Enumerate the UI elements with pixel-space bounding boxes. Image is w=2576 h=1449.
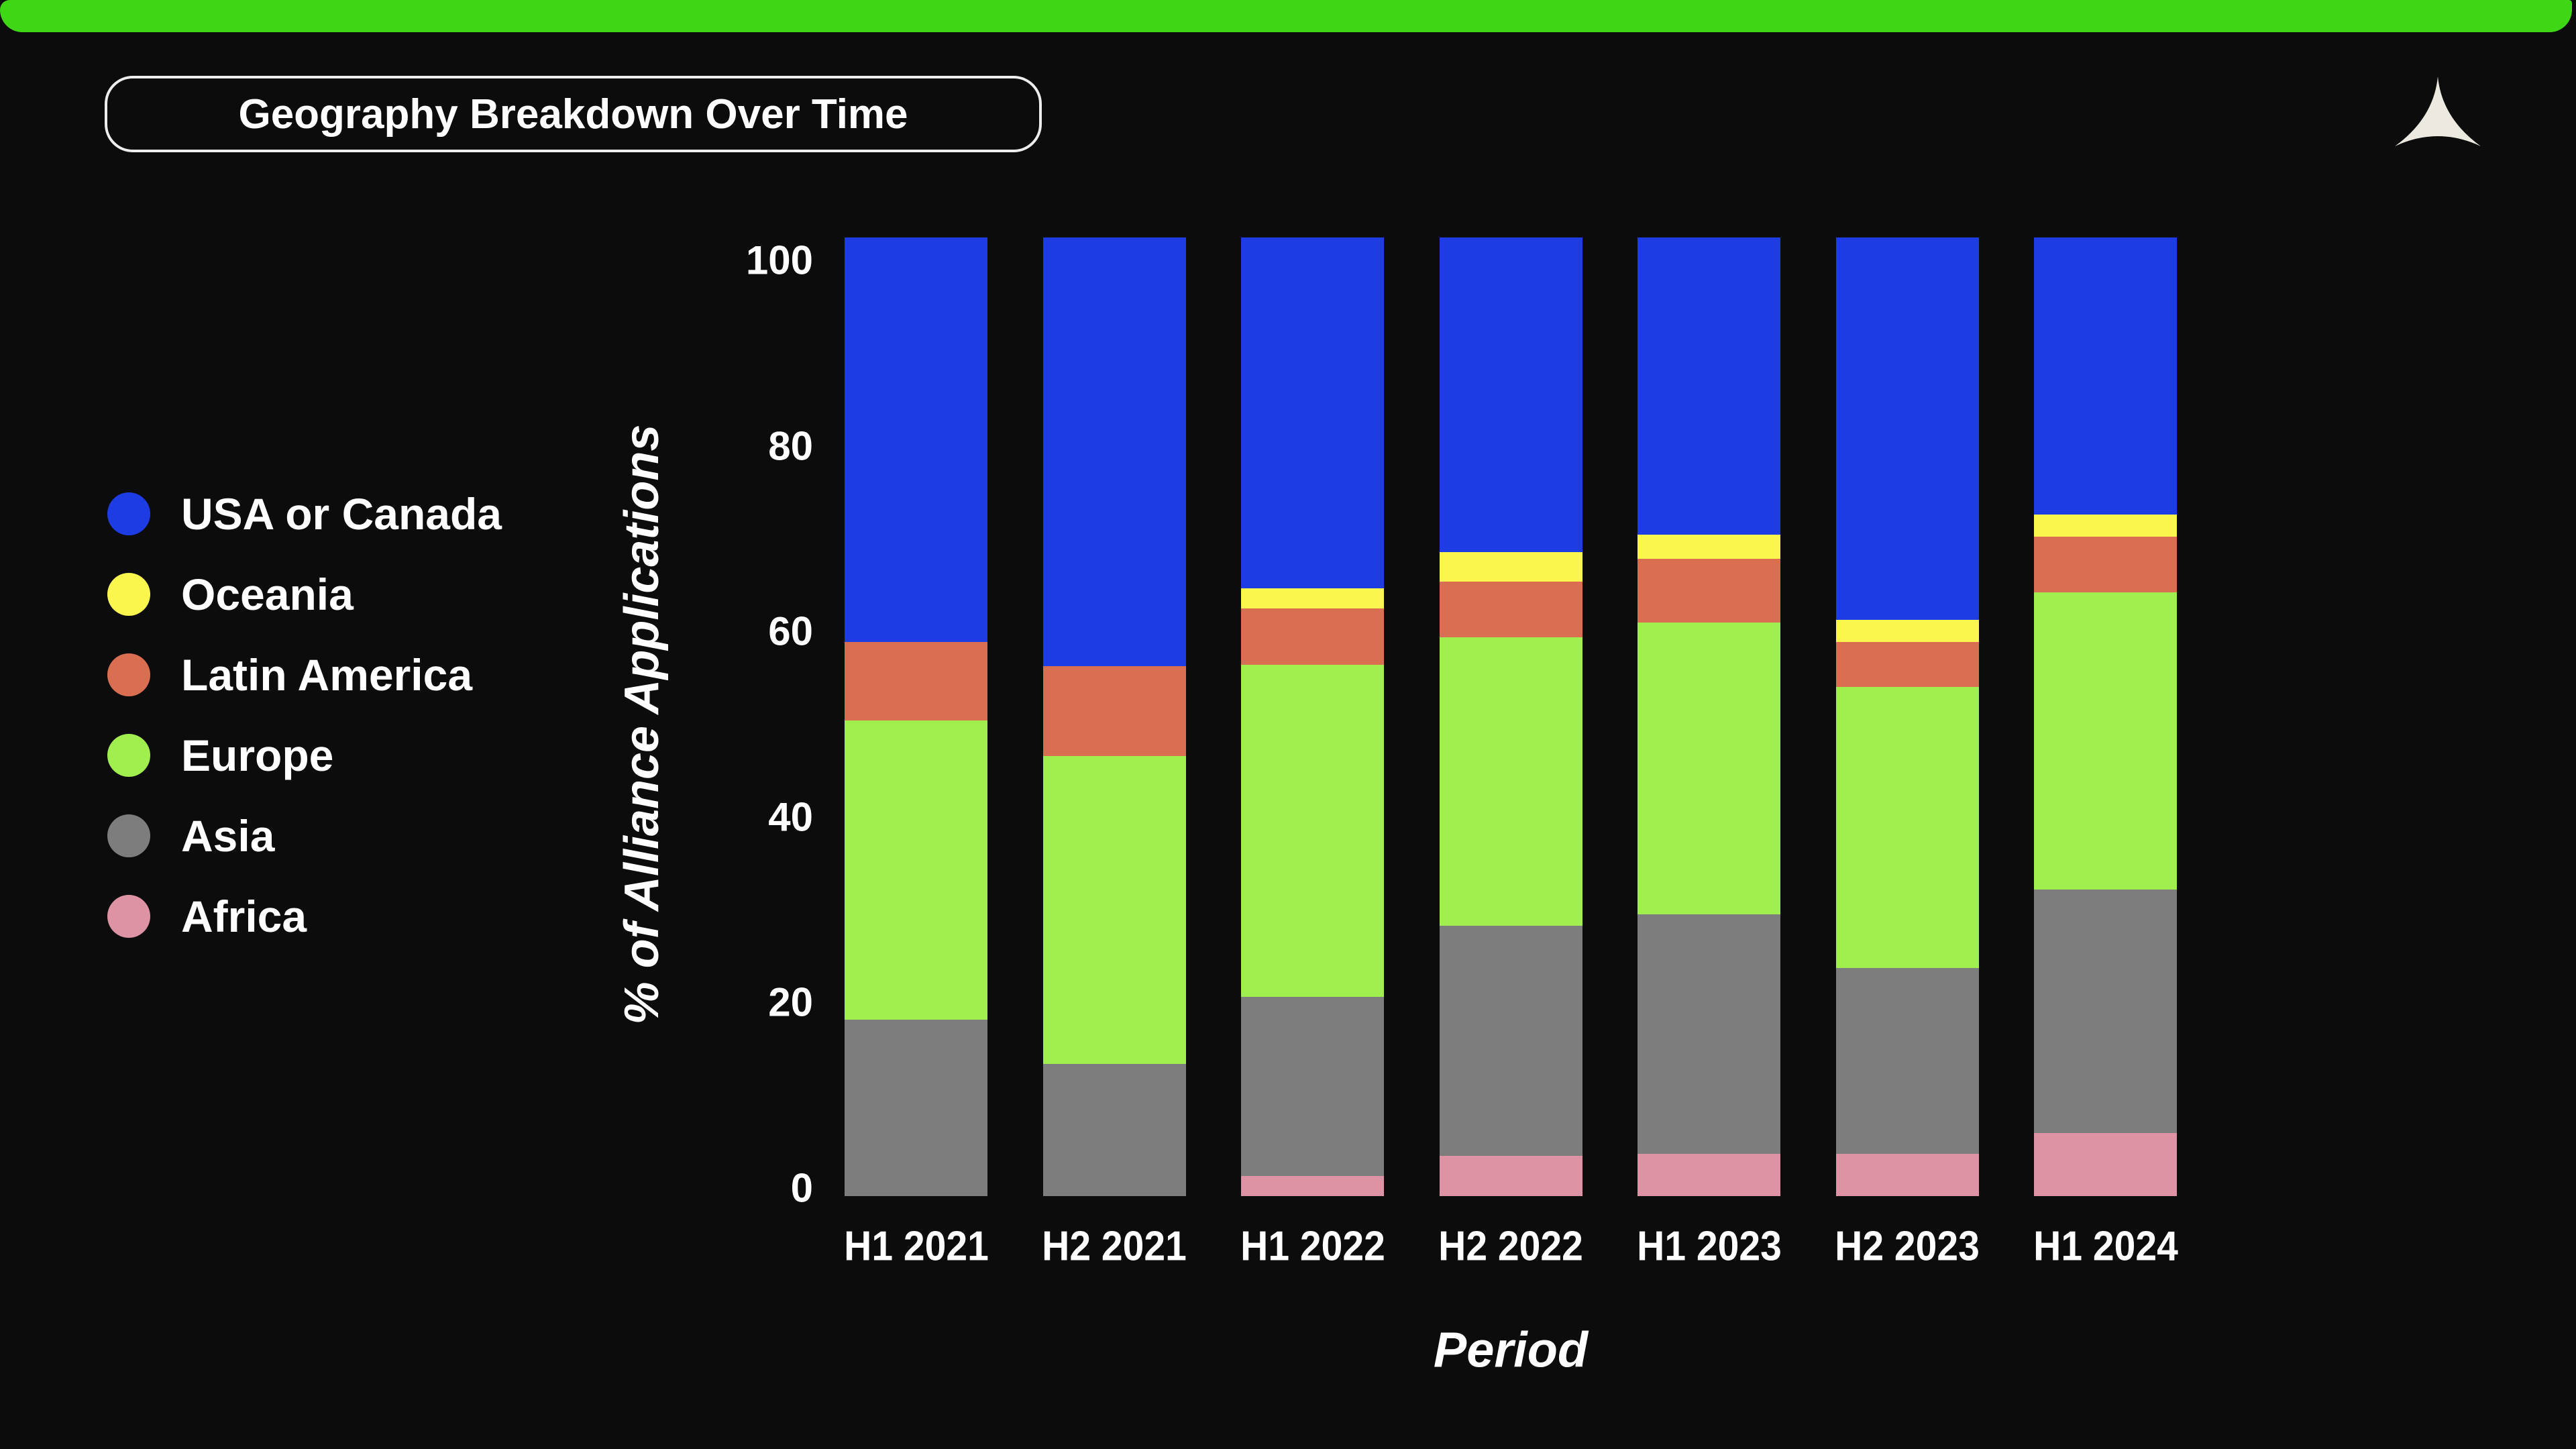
y-tick-label: 80 xyxy=(768,423,813,469)
bar-segment xyxy=(1835,687,1979,968)
legend-item: USA or Canada xyxy=(107,474,502,554)
x-tick-label: H1 2021 xyxy=(843,1223,989,1270)
y-tick-label: 0 xyxy=(790,1165,813,1211)
bar-segment xyxy=(2034,889,2177,1133)
legend-swatch-icon xyxy=(107,492,150,535)
y-tick-label: 60 xyxy=(768,608,813,654)
legend-swatch-icon xyxy=(107,573,150,616)
bar-segment xyxy=(1638,623,1780,914)
bar-segment xyxy=(1241,665,1384,997)
bar-segment xyxy=(1042,1063,1186,1196)
chart-title: Geography Breakdown Over Time xyxy=(238,91,908,138)
bar-segment xyxy=(1042,237,1186,666)
bar-segment xyxy=(2034,237,2177,515)
bar-segment xyxy=(1638,534,1780,559)
stacked-bar xyxy=(1241,237,1384,1196)
x-tick-label: H1 2023 xyxy=(1636,1223,1782,1270)
bar-segment xyxy=(1241,588,1384,608)
stacked-bar xyxy=(1835,237,1979,1196)
bar-segment xyxy=(1241,996,1384,1176)
bar-segment xyxy=(2034,536,2177,592)
legend-item: Europe xyxy=(107,715,502,796)
legend-item: Asia xyxy=(107,796,502,876)
x-tick-label: H1 2024 xyxy=(2033,1223,2178,1270)
legend-swatch-icon xyxy=(107,734,150,777)
legend-item: Africa xyxy=(107,876,502,957)
x-axis-title: Period xyxy=(1433,1322,1589,1378)
bar-segment xyxy=(2034,514,2177,537)
x-tick-label: H2 2023 xyxy=(1835,1223,1980,1270)
bar-segment xyxy=(1042,665,1186,757)
bar-segment xyxy=(1241,608,1384,665)
bar-segment xyxy=(2034,592,2177,890)
bar-segment xyxy=(845,720,987,1020)
bar-segment xyxy=(1439,237,1582,552)
top-accent-bar xyxy=(0,0,2572,32)
legend-swatch-icon xyxy=(107,653,150,696)
x-tick-label: H2 2022 xyxy=(1438,1223,1583,1270)
bar-segment xyxy=(1042,756,1186,1064)
bar-segment xyxy=(1439,1155,1582,1196)
x-tick-label: H1 2022 xyxy=(1240,1223,1385,1270)
legend-item: Oceania xyxy=(107,554,502,635)
bar-segment xyxy=(1835,620,1979,643)
y-axis-title: % of Alliance Applications xyxy=(615,424,669,1025)
legend-label: Africa xyxy=(181,892,307,941)
legend-swatch-icon xyxy=(107,895,150,938)
bar-segment xyxy=(1835,642,1979,688)
stacked-bar xyxy=(1042,237,1186,1196)
legend-swatch-icon xyxy=(107,814,150,857)
chart-title-pill: Geography Breakdown Over Time xyxy=(105,76,1042,152)
tricorn-triangle-icon xyxy=(2395,76,2481,146)
stacked-bar xyxy=(1439,237,1582,1196)
bar-segment xyxy=(845,1020,987,1196)
bar-segment xyxy=(1835,237,1979,621)
bar-segment xyxy=(1241,237,1384,588)
legend-label: Asia xyxy=(181,811,275,861)
y-tick-label: 40 xyxy=(768,794,813,840)
legend-label: Europe xyxy=(181,731,334,780)
stacked-bar xyxy=(1638,237,1780,1196)
bar-segment xyxy=(1835,967,1979,1155)
bar-segment xyxy=(1835,1154,1979,1196)
bar-segment xyxy=(1638,237,1780,535)
stacked-bar xyxy=(2034,237,2177,1196)
stacked-bar xyxy=(845,237,987,1196)
legend-label: USA or Canada xyxy=(181,489,502,539)
bar-segment xyxy=(1241,1175,1384,1196)
bar-segment xyxy=(1638,914,1780,1155)
bar-segment xyxy=(1439,926,1582,1156)
y-tick-label: 100 xyxy=(745,237,813,283)
bar-segment xyxy=(845,237,987,643)
legend: USA or Canada Oceania Latin America Europe A… xyxy=(107,474,502,957)
bar-segment xyxy=(1439,582,1582,637)
bar-segment xyxy=(1439,637,1582,926)
bar-segment xyxy=(1638,1154,1780,1196)
bar-segment xyxy=(1638,558,1780,623)
bar-segment xyxy=(845,642,987,721)
bar-segment xyxy=(1439,551,1582,582)
legend-label: Oceania xyxy=(181,570,354,619)
bar-segment xyxy=(2034,1132,2177,1196)
x-tick-label: H2 2021 xyxy=(1042,1223,1187,1270)
y-tick-label: 20 xyxy=(768,979,813,1025)
legend-label: Latin America xyxy=(181,650,473,700)
legend-item: Latin America xyxy=(107,635,502,715)
